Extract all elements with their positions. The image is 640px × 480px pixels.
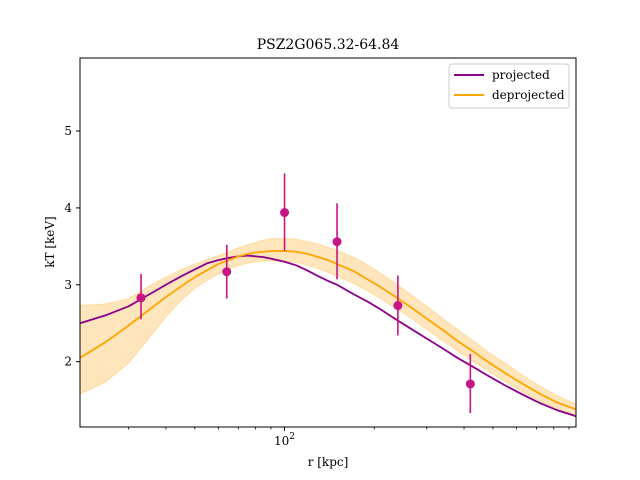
x-axis-label: r [kpc] (308, 455, 349, 469)
data-point-4 (393, 301, 403, 311)
x-tick-label: 102 (274, 432, 295, 448)
deprojected-confidence-band (80, 238, 576, 417)
series-line-deprojected (80, 250, 576, 411)
legend-label-projected: projected (492, 68, 550, 82)
y-tick-label: 5 (64, 124, 72, 138)
legend-label-deprojected: deprojected (492, 88, 565, 102)
data-point-5 (465, 379, 475, 389)
y-tick-label: 3 (64, 278, 72, 292)
y-tick-label: 2 (64, 355, 72, 369)
y-tick-label: 4 (64, 201, 72, 215)
legend: projected deprojected (448, 63, 570, 109)
y-axis-label: kT [keV] (43, 216, 57, 268)
axis-ticks: 2 3 4 5 102 (64, 124, 570, 448)
plot-area (80, 173, 576, 418)
data-point-3 (332, 237, 342, 247)
data-point-2 (280, 208, 290, 218)
chart-title: PSZ2G065.32-64.84 (257, 37, 400, 53)
series-line-projected (80, 254, 576, 418)
data-point-0 (136, 293, 146, 303)
plot-frame (79, 57, 577, 428)
data-point-1 (222, 267, 232, 277)
